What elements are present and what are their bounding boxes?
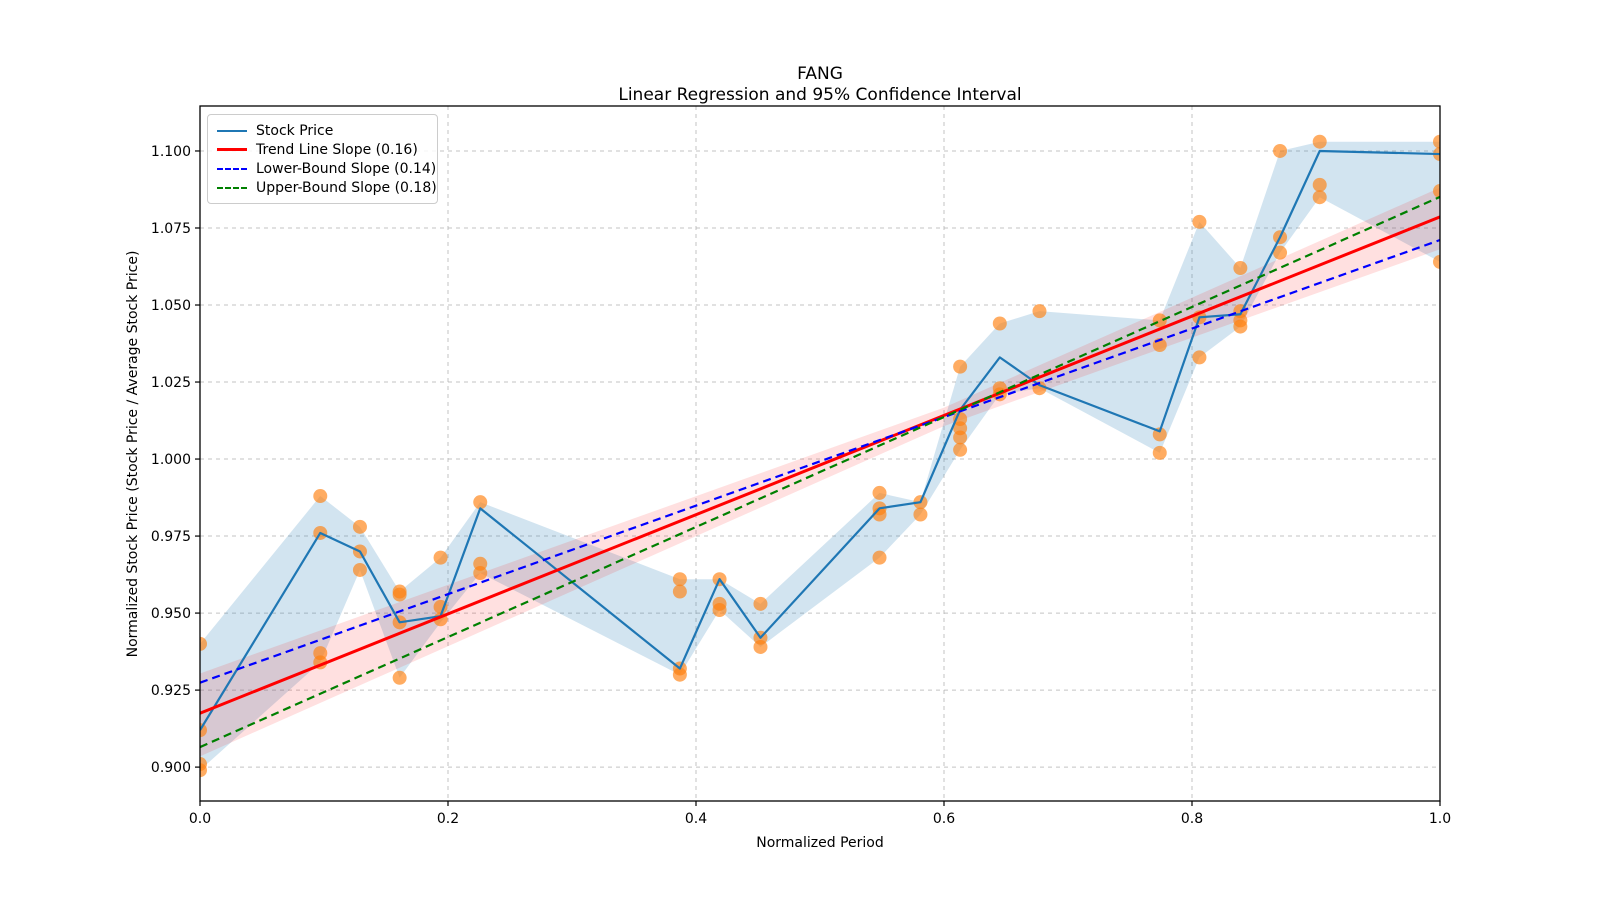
scatter-point [1312, 190, 1327, 205]
scatter-points [200, 134, 1440, 778]
upper-bound-line-swatch [217, 186, 247, 189]
scatter-point [1152, 313, 1167, 328]
y-tick-label: 1.000 [151, 452, 191, 468]
scatter-point [1233, 319, 1248, 334]
y-axis-label: Normalized Stock Price (Stock Price / Av… [125, 251, 141, 658]
legend-label: Lower-Bound Slope (0.14) [256, 160, 437, 177]
y-tick-label: 1.050 [151, 298, 191, 314]
scatter-point [392, 670, 407, 685]
x-tick-label: 0.2 [437, 811, 459, 827]
scatter-point [992, 316, 1007, 331]
lower-bound-line [200, 238, 1440, 684]
scatter-point [1192, 350, 1207, 365]
scatter-point [433, 599, 448, 614]
scatter-point [473, 566, 488, 581]
scatter-point [1152, 445, 1167, 460]
scatter-point [1233, 261, 1248, 276]
scatter-point [953, 430, 968, 445]
y-tick-label: 0.975 [151, 529, 191, 545]
scatter-point [352, 519, 367, 534]
chart-title: FANG [797, 64, 843, 84]
y-tick-label: 1.025 [151, 375, 191, 391]
scatter-point [392, 587, 407, 602]
y-tick-label: 1.075 [151, 221, 191, 237]
scatter-point [1273, 245, 1288, 260]
legend-item-upper-bound: Upper-Bound Slope (0.18) [217, 178, 437, 197]
scatter-point [953, 359, 968, 374]
scatter-point [1192, 214, 1207, 229]
legend-item-lower-bound: Lower-Bound Slope (0.14) [217, 159, 436, 178]
scatter-point [200, 763, 207, 778]
scatter-point [473, 495, 488, 510]
legend-item-trend-line: Trend Line Slope (0.16) [217, 140, 428, 159]
legend-item-stock-price: Stock Price [217, 121, 428, 140]
scatter-point [200, 636, 207, 651]
chart-subtitle: Linear Regression and 95% Confidence Int… [618, 85, 1021, 105]
plot-border [199, 105, 1441, 802]
scatter-point [953, 442, 968, 457]
x-tick-label: 0.4 [685, 811, 707, 827]
x-tick-label: 1.0 [1429, 811, 1451, 827]
scatter-point [313, 489, 328, 504]
legend-label: Upper-Bound Slope (0.18) [256, 179, 437, 196]
scatter-point [672, 572, 687, 587]
scatter-point [672, 667, 687, 682]
scatter-point [1433, 254, 1440, 269]
lower-bound-line-swatch [217, 167, 247, 170]
stock-price-line-swatch [217, 129, 247, 132]
x-tick-label: 0.0 [189, 811, 211, 827]
y-tick-label: 0.950 [151, 606, 191, 622]
x-tick-label: 0.8 [1181, 811, 1203, 827]
legend-label: Stock Price [256, 122, 334, 139]
x-axis-label: Normalized Period [756, 835, 884, 851]
scatter-point [1273, 143, 1288, 158]
scatter-point [352, 562, 367, 577]
y-tick-label: 0.900 [151, 760, 191, 776]
scatter-point [753, 639, 768, 654]
scatter-point [1032, 304, 1047, 319]
y-tick-label: 1.100 [151, 144, 191, 160]
scatter-point [872, 550, 887, 565]
scatter-point [872, 485, 887, 500]
trend-line [200, 215, 1440, 715]
scatter-point [1433, 184, 1440, 199]
scatter-point [1433, 134, 1440, 149]
scatter-point [1312, 177, 1327, 192]
y-tick-label: 0.925 [151, 683, 191, 699]
scatter-point [1312, 134, 1327, 149]
scatter-point [712, 602, 727, 617]
axes-ticks: 0.0 0.2 0.4 0.6 0.8 1.0 0.900 0.925 0.950 0.975 1.… [151, 144, 1451, 827]
scatter-point [913, 507, 928, 522]
scatter-point [672, 584, 687, 599]
scatter-point [753, 596, 768, 611]
legend-label: Trend Line Slope (0.16) [256, 141, 418, 158]
upper-bound-line [200, 195, 1440, 749]
legend: Stock Price Trend Line Slope (0.16) Lowe… [207, 114, 438, 204]
scatter-point [433, 550, 448, 565]
x-tick-label: 0.6 [933, 811, 955, 827]
trend-line-swatch [217, 148, 247, 151]
plot-area: 0.0 0.2 0.4 0.6 0.8 1.0 0.900 0.925 0.950 0.975 1.… [151, 105, 1451, 827]
